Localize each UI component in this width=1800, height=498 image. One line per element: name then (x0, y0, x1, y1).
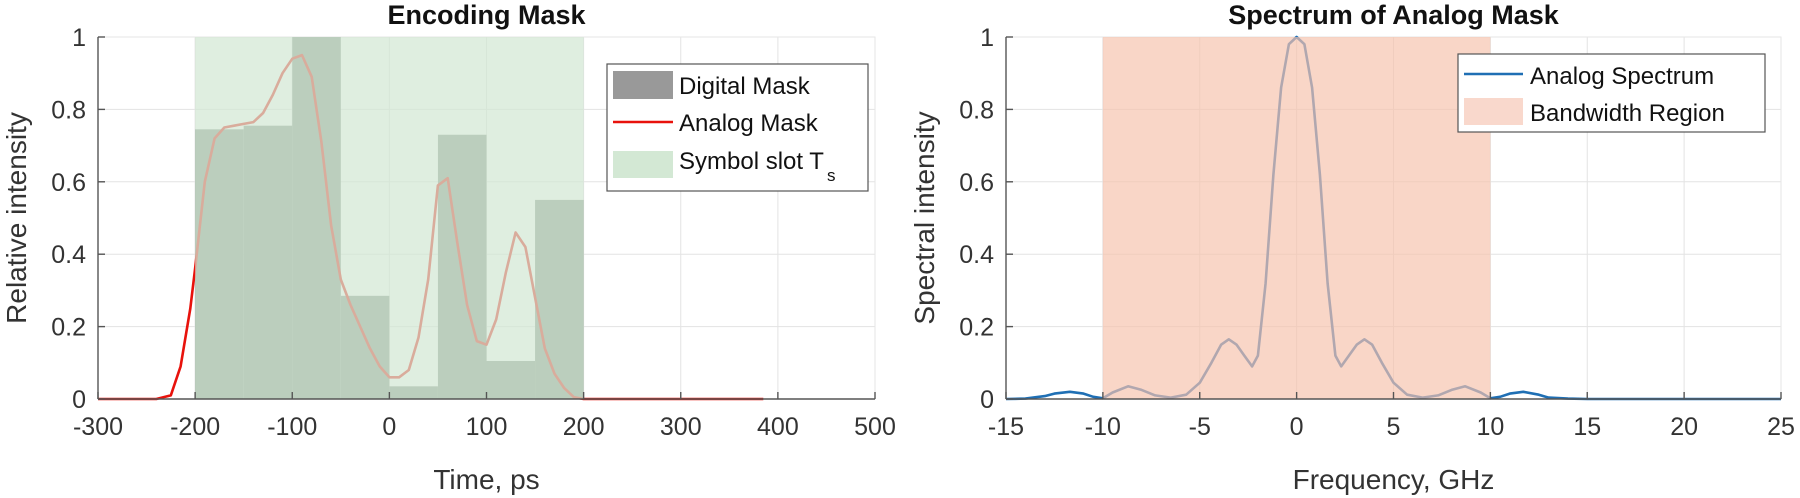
y-tick-label: 0 (72, 386, 86, 414)
x-tick-label: 0 (1290, 413, 1304, 441)
right-y-axis-label: Spectral intensity (909, 111, 940, 324)
y-tick-label: 1 (980, 24, 994, 52)
x-tick-label: -5 (1189, 413, 1211, 441)
x-tick-label: 300 (660, 413, 702, 441)
right-x-axis-label: Frequency, GHz (1293, 464, 1495, 495)
left-chart-title: Encoding Mask (387, 0, 586, 30)
x-tick-label: 400 (757, 413, 799, 441)
bandwidth-region (1102, 37, 1491, 399)
symbol-slot-region (195, 37, 584, 399)
x-tick-label: 200 (563, 413, 605, 441)
symbol-slot-swatch-icon (613, 151, 673, 178)
y-tick-label: 0.8 (959, 96, 994, 124)
x-tick-label: 10 (1476, 413, 1504, 441)
left-tick-labels: -300 -200 -100 0 100 200 300 400 500 0 0.2 0.4 0.6 0.… (51, 24, 896, 441)
y-tick-label: 0.8 (51, 96, 86, 124)
x-tick-label: 500 (854, 413, 896, 441)
digital-mask-swatch-icon (613, 71, 673, 99)
legend-digital-mask: Digital Mask (679, 73, 811, 100)
y-tick-label: 0.4 (959, 241, 994, 269)
x-tick-label: 25 (1767, 413, 1795, 441)
y-tick-label: 1 (72, 24, 86, 52)
right-axes (1005, 36, 1782, 400)
spectrum-chart: -15 -10 -5 0 5 10 15 20 25 0 0.2 0.4 0.6 0.8 1 Spectru… (909, 0, 1795, 495)
right-chart-title: Spectrum of Analog Mask (1228, 0, 1560, 30)
y-tick-label: 0 (980, 386, 994, 414)
right-tick-labels: -15 -10 -5 0 5 10 15 20 25 0 0.2 0.4 0.6 0.8 1 (959, 24, 1795, 441)
right-legend: Analog Spectrum Bandwidth Region (1457, 53, 1766, 133)
legend-analog-spectrum: Analog Spectrum (1530, 63, 1714, 90)
left-y-axis-label: Relative intensity (1, 112, 32, 324)
y-tick-label: 0.6 (959, 169, 994, 197)
x-tick-label: 15 (1573, 413, 1601, 441)
left-x-axis-label: Time, ps (433, 464, 539, 495)
legend-symbol-slot: Symbol slot Ts (679, 148, 835, 185)
bandwidth-region-swatch-icon (1464, 98, 1523, 125)
x-tick-label: -200 (170, 413, 220, 441)
x-tick-label: -100 (267, 413, 317, 441)
y-tick-label: 0.2 (51, 314, 86, 342)
x-tick-label: 100 (466, 413, 508, 441)
legend-bandwidth-region: Bandwidth Region (1530, 100, 1725, 127)
x-tick-label: -300 (73, 413, 123, 441)
y-tick-label: 0.4 (51, 241, 86, 269)
x-tick-label: -15 (988, 413, 1024, 441)
left-legend: Digital Mask Analog Mask Symbol slot Ts (606, 63, 869, 192)
x-tick-label: -10 (1085, 413, 1121, 441)
legend-analog-mask: Analog Mask (679, 110, 819, 137)
y-tick-label: 0.2 (959, 314, 994, 342)
left-axes (97, 36, 876, 400)
x-tick-label: 5 (1387, 413, 1401, 441)
x-tick-label: 0 (382, 413, 396, 441)
x-tick-label: 20 (1670, 413, 1698, 441)
y-tick-label: 0.6 (51, 169, 86, 197)
encoding-mask-chart: -300 -200 -100 0 100 200 300 400 500 0 0.2 0.4 0.6 0.… (1, 0, 896, 495)
